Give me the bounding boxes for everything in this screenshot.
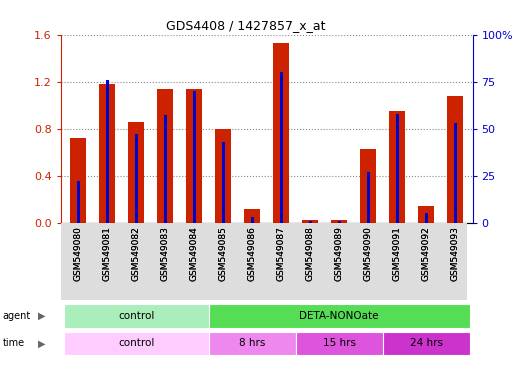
Bar	[338, 221, 341, 223]
Text: GSM549080: GSM549080	[73, 227, 82, 281]
Bar	[244, 209, 260, 223]
Text: 8 hrs: 8 hrs	[239, 338, 266, 349]
Text: GSM549088: GSM549088	[306, 227, 315, 281]
Text: GSM549081: GSM549081	[102, 227, 111, 281]
FancyBboxPatch shape	[63, 331, 209, 356]
Text: DETA-NONOate: DETA-NONOate	[299, 311, 379, 321]
Text: ▶: ▶	[38, 338, 45, 349]
Text: 24 hrs: 24 hrs	[410, 338, 442, 349]
Text: GSM549089: GSM549089	[335, 227, 344, 281]
Bar	[193, 91, 195, 223]
FancyBboxPatch shape	[209, 304, 470, 328]
Text: GSM549082: GSM549082	[131, 227, 140, 281]
Bar	[302, 220, 318, 223]
Text: ▶: ▶	[38, 311, 45, 321]
Text: GSM549090: GSM549090	[364, 227, 373, 281]
FancyBboxPatch shape	[383, 331, 470, 356]
Text: agent: agent	[3, 311, 31, 321]
Bar	[99, 84, 115, 223]
Bar	[425, 214, 428, 223]
Text: GSM549085: GSM549085	[219, 227, 228, 281]
Text: GSM549091: GSM549091	[393, 227, 402, 281]
Text: GSM549089: GSM549089	[335, 227, 344, 281]
Text: GSM549092: GSM549092	[422, 227, 431, 281]
Text: GSM549090: GSM549090	[364, 227, 373, 281]
Text: GSM549086: GSM549086	[248, 227, 257, 281]
Bar	[454, 123, 457, 223]
Bar	[418, 206, 434, 223]
Text: GSM549080: GSM549080	[73, 227, 82, 281]
Bar	[77, 181, 80, 223]
Text: GSM549093: GSM549093	[451, 227, 460, 281]
FancyBboxPatch shape	[61, 223, 467, 300]
Bar	[360, 149, 376, 223]
Bar	[164, 116, 166, 223]
Text: GSM549092: GSM549092	[422, 227, 431, 281]
Text: GSM549083: GSM549083	[161, 227, 169, 281]
Text: GSM549088: GSM549088	[306, 227, 315, 281]
Bar	[273, 43, 289, 223]
FancyBboxPatch shape	[296, 331, 383, 356]
Text: GDS4408 / 1427857_x_at: GDS4408 / 1427857_x_at	[166, 19, 325, 32]
Text: control: control	[118, 338, 154, 349]
Bar	[70, 138, 86, 223]
Bar	[106, 80, 109, 223]
Text: GSM549091: GSM549091	[393, 227, 402, 281]
Bar	[367, 172, 370, 223]
FancyBboxPatch shape	[209, 331, 296, 356]
Text: GSM549084: GSM549084	[190, 227, 199, 281]
Text: GSM549087: GSM549087	[277, 227, 286, 281]
Text: GSM549085: GSM549085	[219, 227, 228, 281]
Bar	[215, 129, 231, 223]
Text: GSM549093: GSM549093	[451, 227, 460, 281]
Bar	[128, 122, 144, 223]
Text: GSM549083: GSM549083	[161, 227, 169, 281]
Text: 15 hrs: 15 hrs	[323, 338, 356, 349]
Bar	[280, 72, 282, 223]
Bar	[389, 111, 405, 223]
Bar	[331, 220, 347, 223]
Bar	[186, 89, 202, 223]
Bar	[135, 134, 138, 223]
Text: control: control	[118, 311, 154, 321]
Text: GSM549087: GSM549087	[277, 227, 286, 281]
Text: GSM549084: GSM549084	[190, 227, 199, 281]
FancyBboxPatch shape	[63, 304, 209, 328]
Bar	[447, 96, 463, 223]
Text: GSM549086: GSM549086	[248, 227, 257, 281]
Bar	[395, 114, 399, 223]
Text: GSM549082: GSM549082	[131, 227, 140, 281]
Bar	[157, 89, 173, 223]
Bar	[309, 221, 312, 223]
Bar	[222, 142, 224, 223]
Text: GSM549081: GSM549081	[102, 227, 111, 281]
Text: time: time	[3, 338, 25, 349]
Bar	[251, 217, 253, 223]
